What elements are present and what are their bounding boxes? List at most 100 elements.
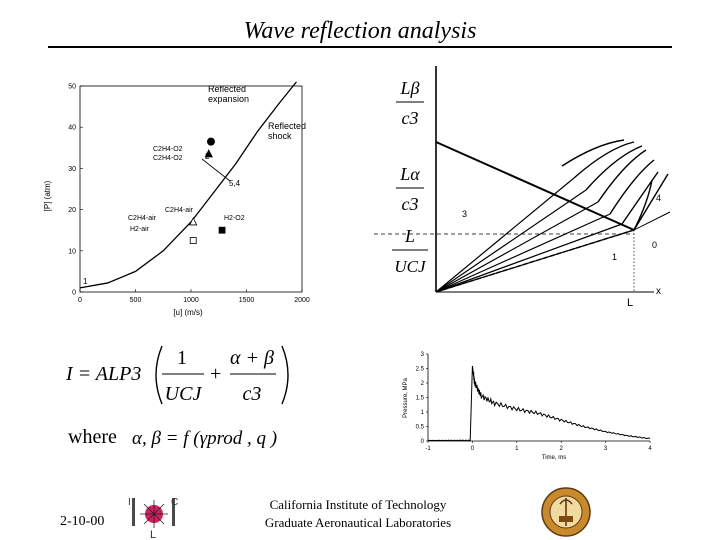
pu-point-triangle [189, 217, 198, 226]
reflected-arc [633, 179, 653, 231]
institution-line-1: California Institute of Technology [269, 497, 447, 512]
svg-text:Lβ: Lβ [400, 78, 420, 98]
pt-ylabel: Pressure, MPa [403, 378, 409, 418]
reflected-shock-line [435, 141, 635, 231]
fan-characteristic [435, 177, 575, 293]
pt-xtick-label: 0 [471, 446, 475, 452]
pu-ylabel: [P] (atm) [43, 180, 52, 211]
region-label-4: 4 [656, 193, 661, 203]
institution-line-2: Graduate Aeronautical Laboratories [264, 515, 452, 530]
fan-characteristic [435, 229, 635, 293]
branch-label-expansion-1: Reflected [208, 84, 246, 94]
svg-text:c3: c3 [402, 108, 419, 128]
label-l-alpha-over-c3: Lα c3 [396, 164, 424, 214]
pu-points [189, 137, 226, 244]
branch-label-shock-1: Reflected [268, 121, 306, 131]
pressure-trace-line [427, 365, 651, 442]
fan-characteristic [435, 213, 611, 293]
marker-label-h2-o2: H2-O2 [224, 215, 245, 222]
title-underline [48, 46, 672, 48]
reflected-arc [585, 145, 643, 191]
pu-xtick-label: 2000 [294, 297, 310, 304]
region-label-1: 1 [612, 252, 617, 262]
pu-point-triangle [204, 149, 213, 158]
pt-ytick-label: 2 [421, 381, 425, 387]
region-label-0: 0 [652, 240, 657, 250]
where-formula: α, β = f (γprod , q ) [132, 428, 277, 449]
xt-wave-diagram: Lβ c3 Lα c3 L UCJ 4 3 0 1 x L [374, 66, 671, 309]
pt-axes [427, 354, 650, 442]
pu-xlabel: [u] (m/s) [173, 308, 203, 317]
fan-characteristic [435, 223, 623, 293]
galcit-logo-rays [140, 500, 168, 528]
svg-text:Lα: Lα [399, 164, 420, 184]
pu-point-square [189, 237, 197, 244]
formula-left-paren [155, 345, 163, 405]
marker-label-c2h4-o2-a: C2H4-O2 [153, 146, 183, 153]
fan-characteristic [435, 189, 587, 293]
pt-xlabel: Time, ms [542, 455, 566, 461]
pu-point-square [218, 226, 226, 234]
reflected-arc [621, 171, 659, 225]
pu-locus-curve [79, 81, 297, 289]
impulse-formula: I = ALP3 1 UCJ + α + β c3 [65, 345, 289, 405]
formula-right-paren [281, 345, 289, 405]
pu-ytick-label: 0 [72, 290, 76, 297]
xt-x-axis-label: x [656, 286, 661, 297]
pt-ticks: -1 0 1 2 3 400.511.522.53 [416, 352, 653, 452]
pu-xtick-label: 1000 [183, 297, 199, 304]
pu-point-circle [206, 137, 215, 146]
region-label-3: 3 [462, 209, 467, 219]
galcit-logo-letter-i: I [128, 497, 131, 508]
xt-end-label-l: L [627, 297, 633, 309]
svg-text:L: L [404, 226, 415, 246]
galcit-logo-letter-c: C [171, 497, 178, 508]
pressure-trace-chart: -1 0 1 2 3 400.511.522.53 Time, ms Pressure, … [403, 352, 653, 461]
state-label-2: 2 [205, 152, 210, 161]
where-rhs: α, β = f (γprod , q ) [132, 428, 277, 449]
branch-label-expansion-2: expansion [208, 94, 249, 104]
pu-xtick-label: 500 [130, 297, 142, 304]
pt-xtick-label: 4 [648, 446, 652, 452]
pu-chart: 0 500 1000 1500 2000 0 10 20 30 40 50 [u] (m/s) [P… [43, 81, 310, 317]
pt-ytick-label: 0 [421, 439, 425, 445]
state-connector [201, 158, 231, 182]
pt-ytick-label: 1 [421, 410, 425, 416]
reflected-arc [597, 149, 647, 203]
pu-ytick-label: 20 [68, 207, 76, 214]
caltech-seal-book [559, 516, 573, 522]
formula-term2-num: α + β [230, 347, 274, 369]
slide-title: Wave reflection analysis [243, 18, 477, 44]
pt-xtick-label: -1 [425, 446, 431, 452]
reflected-expansion-head [633, 211, 671, 231]
marker-label-c2h4-air-b: C2H4-air [128, 215, 157, 222]
svg-text:UCJ: UCJ [394, 257, 427, 276]
institution-block: California Institute of Technology Gradu… [250, 496, 466, 532]
reflected-shock-tail [633, 173, 669, 231]
pt-ytick-label: 0.5 [416, 425, 425, 431]
branch-label-shock-2: shock [268, 131, 292, 141]
fan-characteristic [435, 201, 599, 293]
label-l-beta-over-c3: Lβ c3 [396, 78, 424, 128]
reflected-arc [561, 139, 625, 167]
pt-xtick-label: 1 [515, 446, 519, 452]
state-label-54: 5,4 [229, 179, 241, 188]
marker-label-h2-air: H2-air [130, 226, 150, 233]
galcit-logo: I C L [128, 497, 178, 540]
formula-lhs: I = ALP3 [65, 363, 141, 385]
formula-plus: + [210, 363, 221, 385]
pu-ytick-label: 50 [68, 84, 76, 91]
footer-date: 2-10-00 [60, 514, 105, 529]
marker-label-c2h4-o2-b: C2H4-O2 [153, 155, 183, 162]
reflected-arc [609, 159, 655, 215]
formula-term1-num: 1 [177, 347, 187, 369]
pu-ytick-label: 40 [68, 125, 76, 132]
pt-xtick-label: 2 [560, 446, 564, 452]
marker-label-c2h4-air-a: C2H4-air [165, 207, 194, 214]
pu-xtick-label: 0 [78, 297, 82, 304]
state-label-1: 1 [83, 277, 88, 286]
pu-ticks: 0 500 1000 1500 2000 0 10 20 30 40 50 [68, 84, 310, 305]
pt-ytick-label: 3 [421, 352, 425, 358]
pt-xtick-label: 3 [604, 446, 608, 452]
galcit-logo-bracket-left [132, 498, 135, 526]
